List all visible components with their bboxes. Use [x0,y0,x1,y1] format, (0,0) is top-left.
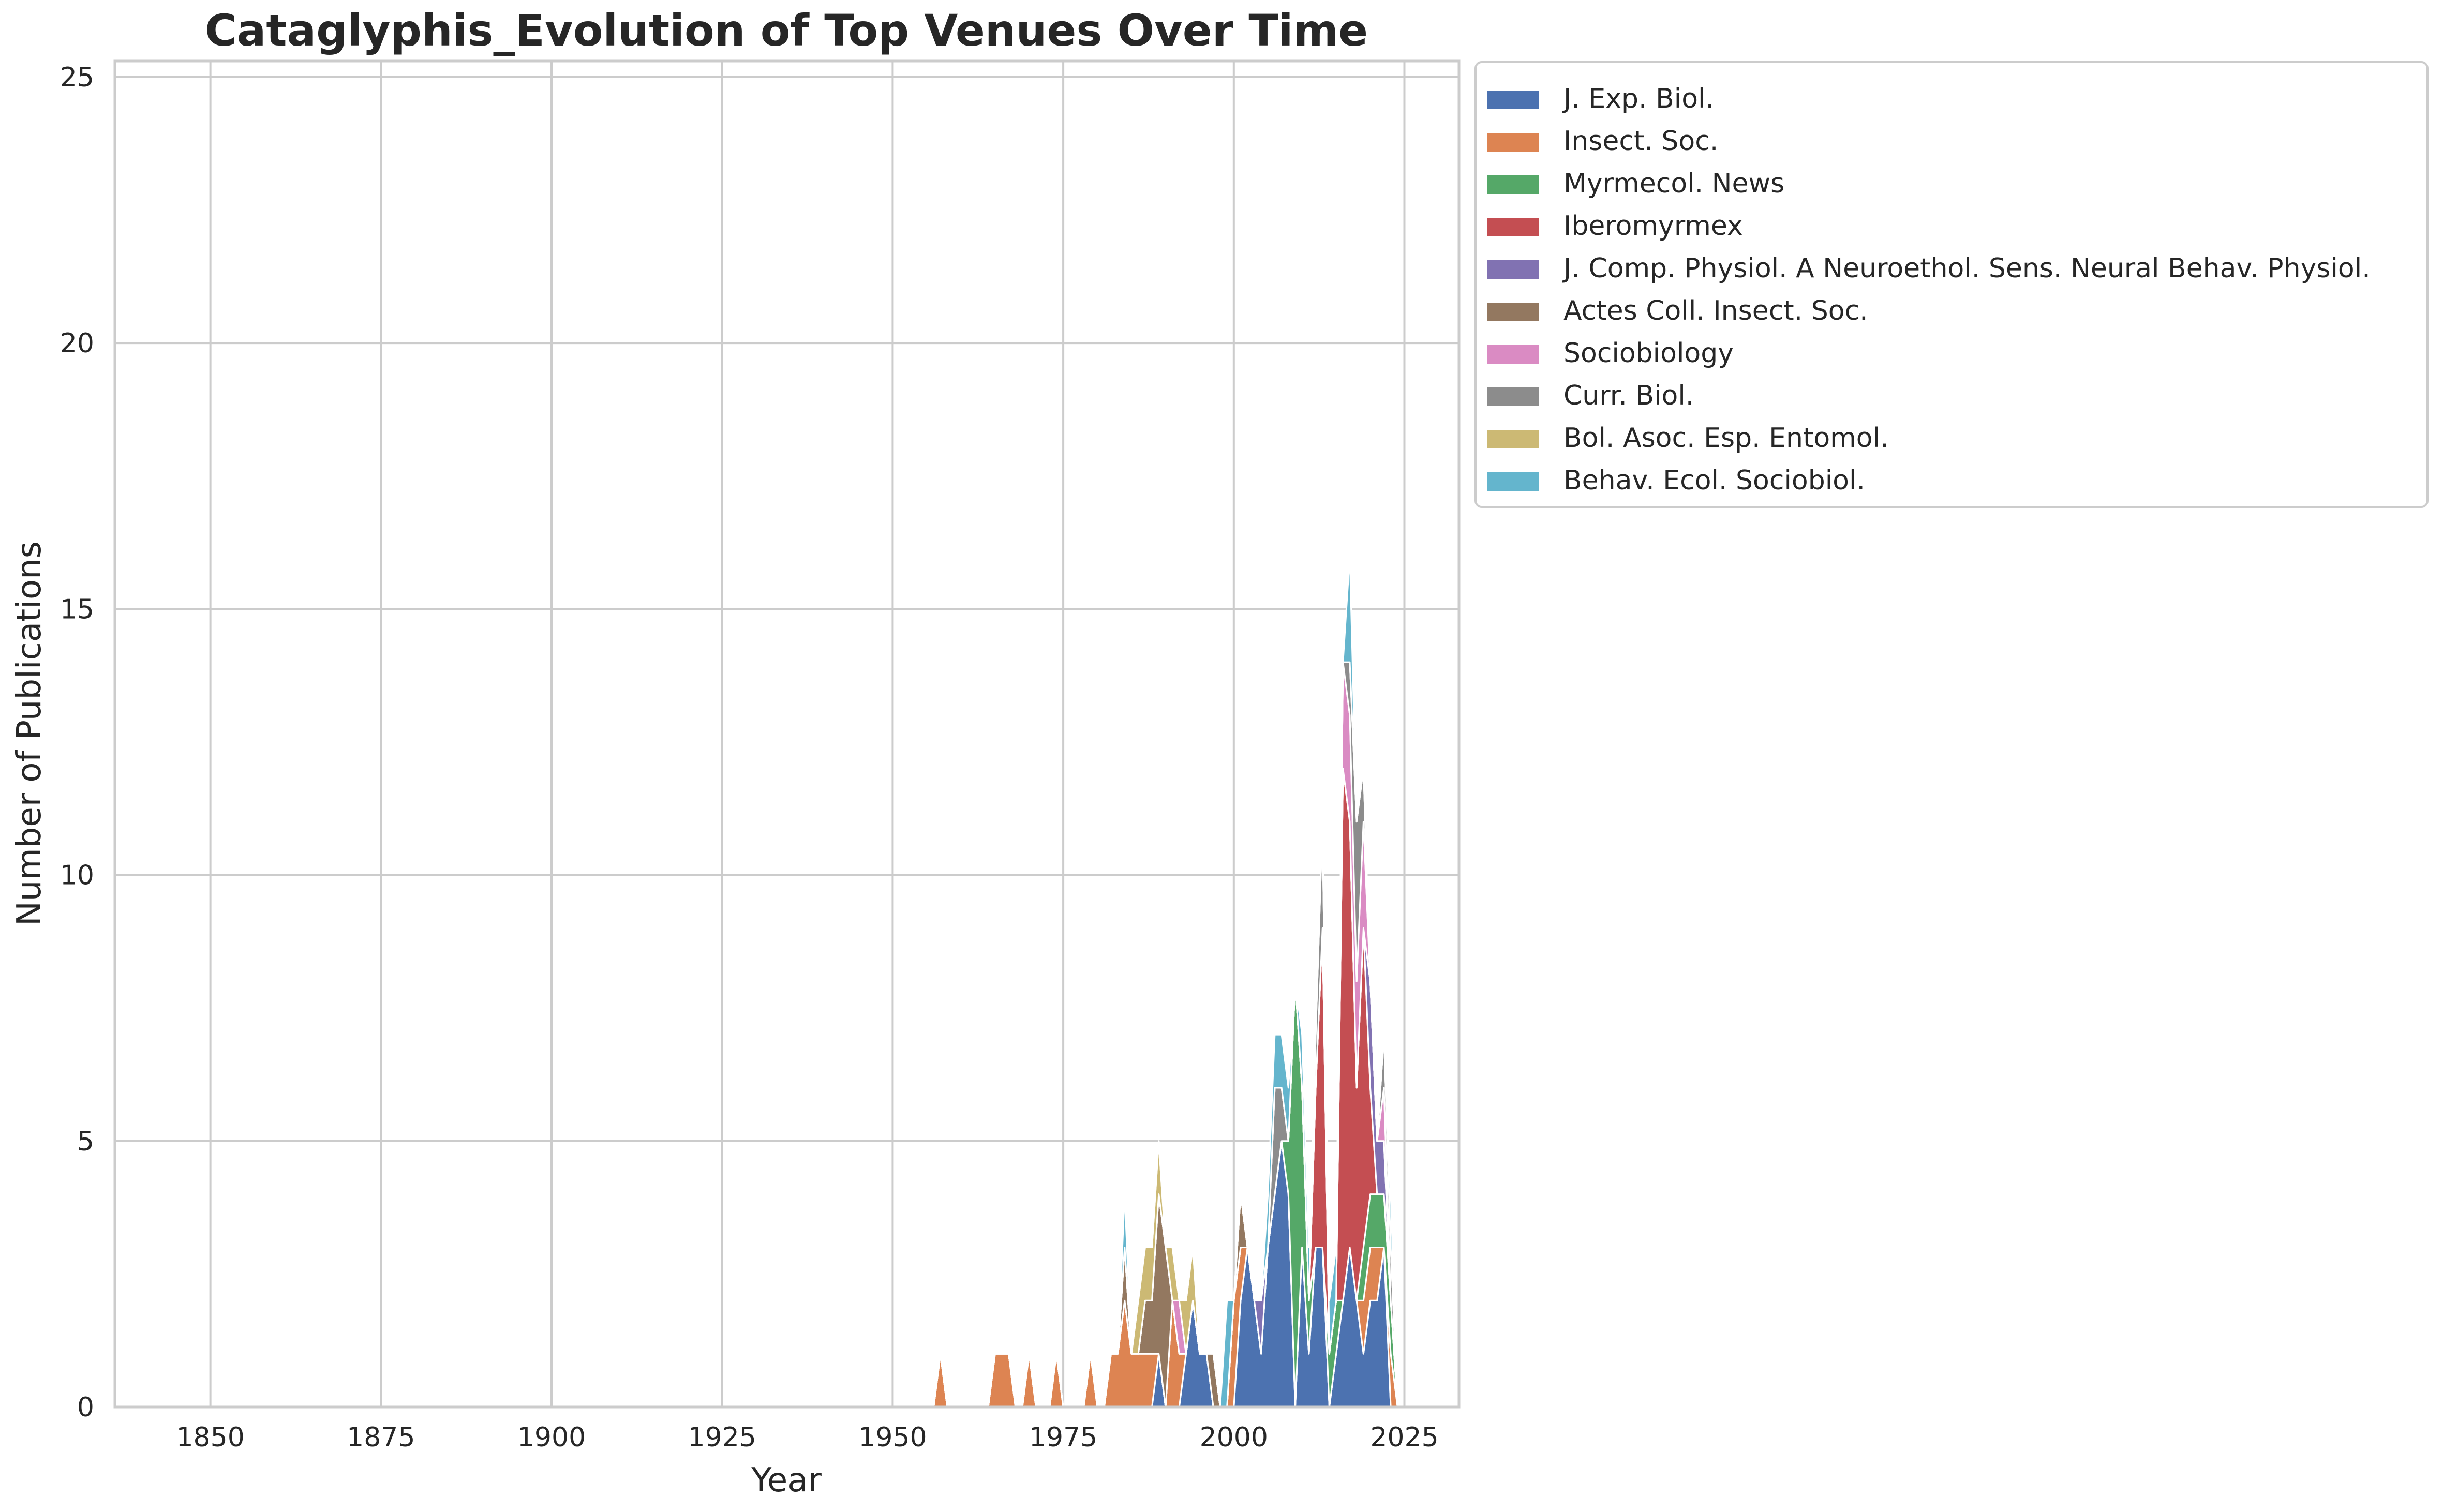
legend-swatch [1487,472,1539,491]
legend-box [1474,61,2429,508]
x-tick-label: 1875 [347,1422,415,1453]
chart-title: Cataglyphis_Evolution of Top Venues Over… [205,5,1368,56]
legend-swatch [1487,387,1539,406]
y-tick-label: 25 [60,62,94,93]
y-tick-label: 10 [60,860,94,891]
y-axis-label: Number of Publications [10,541,49,926]
x-tick-label: 1975 [1029,1422,1097,1453]
legend-label: Sociobiology [1563,338,1734,369]
x-tick-label: 1850 [176,1422,244,1453]
legend-label: Myrmecol. News [1563,168,1784,199]
legend-swatch [1487,430,1539,448]
x-tick-label: 1900 [517,1422,586,1453]
legend-swatch [1487,345,1539,364]
legend-swatch [1487,218,1539,236]
y-tick-label: 15 [60,594,94,625]
legend-label: Curr. Biol. [1563,380,1694,411]
legend-swatch [1487,303,1539,321]
legend-swatch [1487,260,1539,279]
legend-swatch [1487,175,1539,194]
plot-frame [113,59,1461,1409]
legend-label: Iberomyrmex [1563,211,1743,242]
legend-label: J. Comp. Physiol. A Neuroethol. Sens. Ne… [1562,253,2371,284]
axis-ticks: 1850 1875 1900 1925 1950 1975 2000 202505101520… [60,62,1439,1453]
legend: J. Exp. Biol. Insect. Soc. Myrmecol. News I… [1474,61,2429,508]
x-tick-label: 2025 [1370,1422,1438,1453]
y-tick-label: 5 [77,1126,94,1157]
x-tick-label: 1925 [688,1422,756,1453]
legend-label: Bol. Asoc. Esp. Entomol. [1563,423,1889,454]
y-tick-label: 20 [60,328,94,359]
x-axis-label: Year [751,1461,822,1500]
legend-label: Actes Coll. Insect. Soc. [1563,295,1868,326]
legend-label: J. Exp. Biol. [1562,83,1714,114]
x-tick-label: 1950 [858,1422,927,1453]
x-tick-label: 2000 [1200,1422,1268,1453]
legend-label: Behav. Ecol. Sociobiol. [1563,465,1865,496]
legend-swatch [1487,91,1539,109]
legend-swatch [1487,133,1539,152]
legend-label: Insect. Soc. [1563,126,1718,157]
y-tick-label: 0 [77,1392,94,1423]
